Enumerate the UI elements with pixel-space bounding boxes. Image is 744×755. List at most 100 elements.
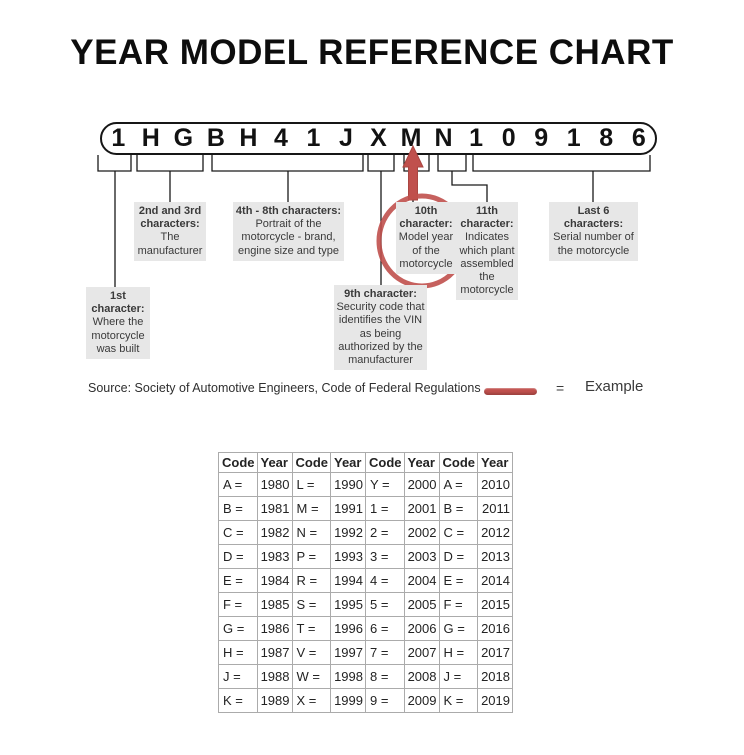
code-cell: X = [291, 688, 331, 713]
code-cell: J = [438, 664, 478, 689]
column-header: Code [218, 452, 258, 473]
vin-character-9: X [370, 124, 387, 152]
callout-title: 4th - 8th characters: [235, 205, 342, 217]
year-cell: 2009 [403, 688, 440, 713]
year-cell: 1988 [256, 664, 293, 689]
year-cell: 1994 [330, 568, 366, 593]
code-cell: R = [291, 568, 331, 593]
code-cell: C = [438, 520, 478, 545]
year-cell: 2001 [403, 496, 440, 521]
code-cell: G = [218, 616, 258, 641]
table-row: J = 1988 W = 1998 8 = 2008 J = 2018 [218, 664, 513, 689]
column-header: Year [330, 452, 366, 473]
callout-10th-character: 10th character: Model year of the motorc… [396, 202, 456, 275]
vin-character-1: 1 [111, 124, 126, 152]
code-cell: 8 = [365, 664, 405, 689]
code-cell: W = [291, 664, 331, 689]
callout-title: 10th character: [399, 205, 453, 231]
year-cell: 2017 [477, 640, 513, 665]
year-cell: 1992 [330, 520, 366, 545]
callout-title: 11th character: [460, 205, 514, 231]
vin-character-5: H [239, 124, 258, 152]
year-cell: 1990 [330, 472, 366, 497]
year-cell: 2006 [403, 616, 440, 641]
callout-title: Last 6 characters: [563, 205, 624, 231]
source-attribution: Source: Society of Automotive Engineers,… [88, 381, 481, 395]
table-row: B = 1981 M = 1991 1 = 2001 B = 2011 [218, 496, 513, 521]
code-cell: 4 = [365, 568, 405, 593]
table-row: C = 1982 N = 1992 2 = 2002 C = 2012 [218, 520, 513, 545]
code-cell: E = [218, 568, 258, 593]
code-cell: M = [291, 496, 331, 521]
code-cell: N = [291, 520, 331, 545]
callout-description: Model year of the motorcycle [398, 231, 454, 270]
code-cell: A = [438, 472, 478, 497]
year-cell: 2015 [477, 592, 513, 617]
code-cell: B = [438, 496, 478, 521]
vin-group-brackets [97, 155, 651, 172]
code-cell: 2 = [365, 520, 405, 545]
year-cell: 1991 [330, 496, 366, 521]
vin-character-8: J [339, 124, 353, 152]
year-cell: 1985 [256, 592, 293, 617]
code-cell: H = [218, 640, 258, 665]
year-cell: 1995 [330, 592, 366, 617]
year-code-table-body: A = 1980 L = 1990 Y = 2000 A = 2010 B = 1981 M = 19… [218, 472, 513, 713]
year-cell: 1984 [256, 568, 293, 593]
year-cell: 2019 [477, 688, 513, 713]
year-cell: 1986 [256, 616, 293, 641]
code-cell: D = [438, 544, 478, 569]
column-header: Code [438, 452, 478, 473]
column-header: Year [477, 452, 513, 473]
year-cell: 2018 [477, 664, 513, 689]
code-cell: H = [438, 640, 478, 665]
callout-description: Portrait of the motorcycle - brand, engi… [238, 218, 339, 257]
callout-1st-character: 1st character: Where the motorcycle was … [86, 287, 150, 360]
vin-character-16: 8 [599, 124, 614, 152]
year-cell: 1989 [256, 688, 293, 713]
callout-title: 1st character: [91, 290, 145, 316]
code-cell: 5 = [365, 592, 405, 617]
example-legend-line-icon [484, 388, 537, 395]
code-cell: T = [291, 616, 331, 641]
code-cell: J = [218, 664, 258, 689]
table-row: F = 1985 S = 1995 5 = 2005 F = 2015 [218, 592, 513, 617]
code-cell: 9 = [365, 688, 405, 713]
code-cell: 7 = [365, 640, 405, 665]
code-cell: C = [218, 520, 258, 545]
year-cell: 2011 [477, 496, 513, 521]
vin-character-11: N [434, 124, 453, 152]
code-cell: F = [438, 592, 478, 617]
year-cell: 2003 [403, 544, 440, 569]
code-cell: 1 = [365, 496, 405, 521]
vin-character-2: H [141, 124, 160, 152]
year-cell: 1981 [256, 496, 293, 521]
year-cell: 2010 [477, 472, 513, 497]
year-cell: 2002 [403, 520, 440, 545]
callout-2nd-3rd-characters: 2nd and 3rd characters: The manufacturer [134, 202, 206, 261]
year-cell: 2014 [477, 568, 513, 593]
year-cell: 2012 [477, 520, 513, 545]
year-cell: 1983 [256, 544, 293, 569]
table-row: A = 1980 L = 1990 Y = 2000 A = 2010 [218, 472, 513, 497]
callout-description: Where the motorcycle was built [91, 316, 145, 355]
callout-description: The manufacturer [137, 231, 203, 257]
code-cell: S = [291, 592, 331, 617]
code-cell: A = [218, 472, 258, 497]
code-cell: V = [291, 640, 331, 665]
column-header: Code [291, 452, 331, 473]
vin-character-7: 1 [306, 124, 321, 152]
code-cell: F = [218, 592, 258, 617]
code-cell: B = [218, 496, 258, 521]
table-header-row: Code Year Code Year Code Year Code Year [218, 452, 513, 473]
year-code-table: Code Year Code Year Code Year Code Year A = 1980… [218, 452, 513, 713]
year-cell: 2016 [477, 616, 513, 641]
year-cell: 2000 [403, 472, 440, 497]
callout-description: Security code that identifies the VIN as… [336, 301, 425, 367]
callout-last-6-characters: Last 6 characters: Serial number of the … [549, 202, 638, 261]
year-cell: 2008 [403, 664, 440, 689]
table-row: H = 1987 V = 1997 7 = 2007 H = 2017 [218, 640, 513, 665]
callout-description: Serial number of the motorcycle [553, 231, 634, 257]
